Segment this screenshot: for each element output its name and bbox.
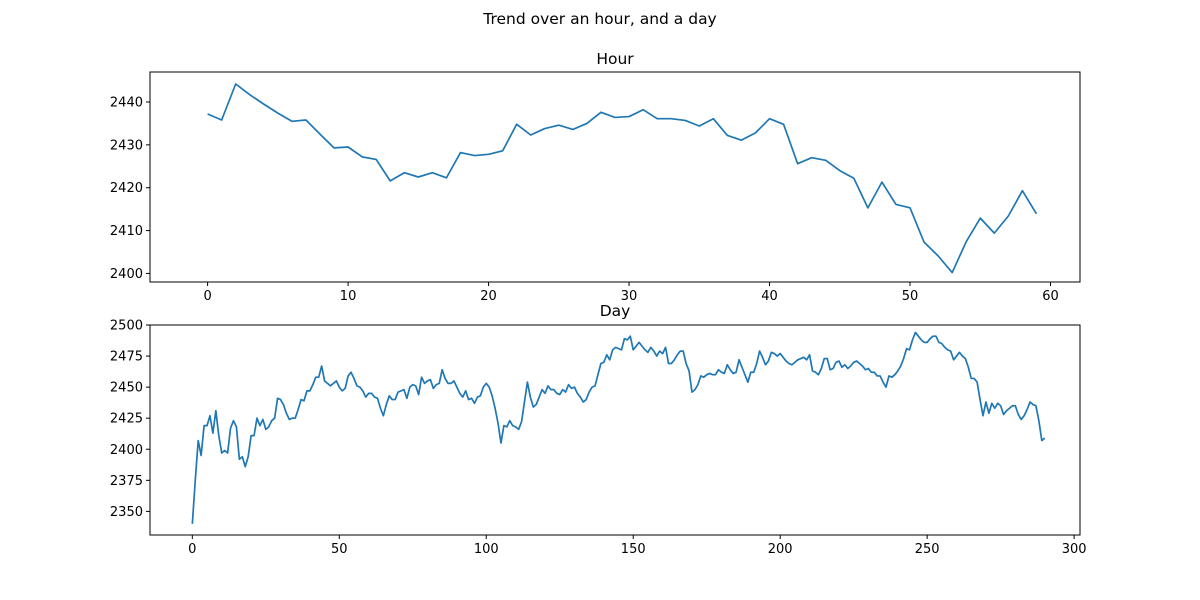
hour-x-tick-label: 50	[902, 289, 919, 304]
hour-y-tick-label: 2430	[110, 138, 143, 153]
day-y-tick-label: 2425	[110, 412, 143, 427]
day-x-tick-label: 150	[621, 542, 646, 557]
hour-x-tick-label: 0	[203, 289, 211, 304]
day-y-axis: 2350 2375 2400 2425 2450 2475 2500	[110, 319, 150, 520]
day-y-tick-label: 2475	[110, 350, 143, 365]
day-x-tick-label: 200	[768, 542, 793, 557]
hour-axes-frame	[149, 71, 1081, 283]
day-y-tick-label: 2350	[110, 505, 143, 520]
hour-x-tick-label: 10	[340, 289, 357, 304]
day-y-tick-label: 2450	[110, 381, 143, 396]
hour-plot: 0 10 20 30 40 50 60 2400 2410 2420 2430 2440 Hour	[110, 50, 1081, 304]
day-y-tick-label: 2500	[110, 319, 143, 334]
hour-y-tick-label: 2410	[110, 224, 143, 239]
day-x-tick-label: 50	[331, 542, 348, 557]
hour-x-tick-label: 20	[480, 289, 497, 304]
day-y-tick-label: 2400	[110, 443, 143, 458]
hour-y-tick-label: 2440	[110, 96, 143, 111]
hour-x-axis: 0 10 20 30 40 50 60	[203, 282, 1059, 304]
hour-x-tick-label: 60	[1042, 289, 1059, 304]
hour-x-tick-label: 30	[621, 289, 638, 304]
hour-x-tick-label: 40	[761, 289, 778, 304]
day-plot: 0 50 100 150 200 250 300 235023752400242524502…	[110, 302, 1087, 557]
day-series-line	[191, 331, 1046, 524]
day-x-tick-label: 250	[915, 542, 940, 557]
day-x-tick-label: 300	[1062, 542, 1087, 557]
day-x-tick-label: 100	[474, 542, 499, 557]
hour-y-tick-label: 2420	[110, 181, 143, 196]
day-x-tick-label: 0	[188, 542, 196, 557]
hour-y-axis: 2400 2410 2420 2430 2440	[110, 96, 150, 282]
day-y-tick-label: 2375	[110, 474, 143, 489]
figure-title: Trend over an hour, and a day	[482, 10, 716, 28]
hour-plot-title: Hour	[596, 50, 634, 68]
hour-series-line	[207, 83, 1038, 274]
day-axes-frame	[149, 324, 1081, 536]
hour-y-tick-label: 2400	[110, 267, 143, 282]
day-x-axis: 0 50 100 150 200 250 300	[188, 535, 1087, 557]
day-plot-title: Day	[600, 302, 631, 320]
